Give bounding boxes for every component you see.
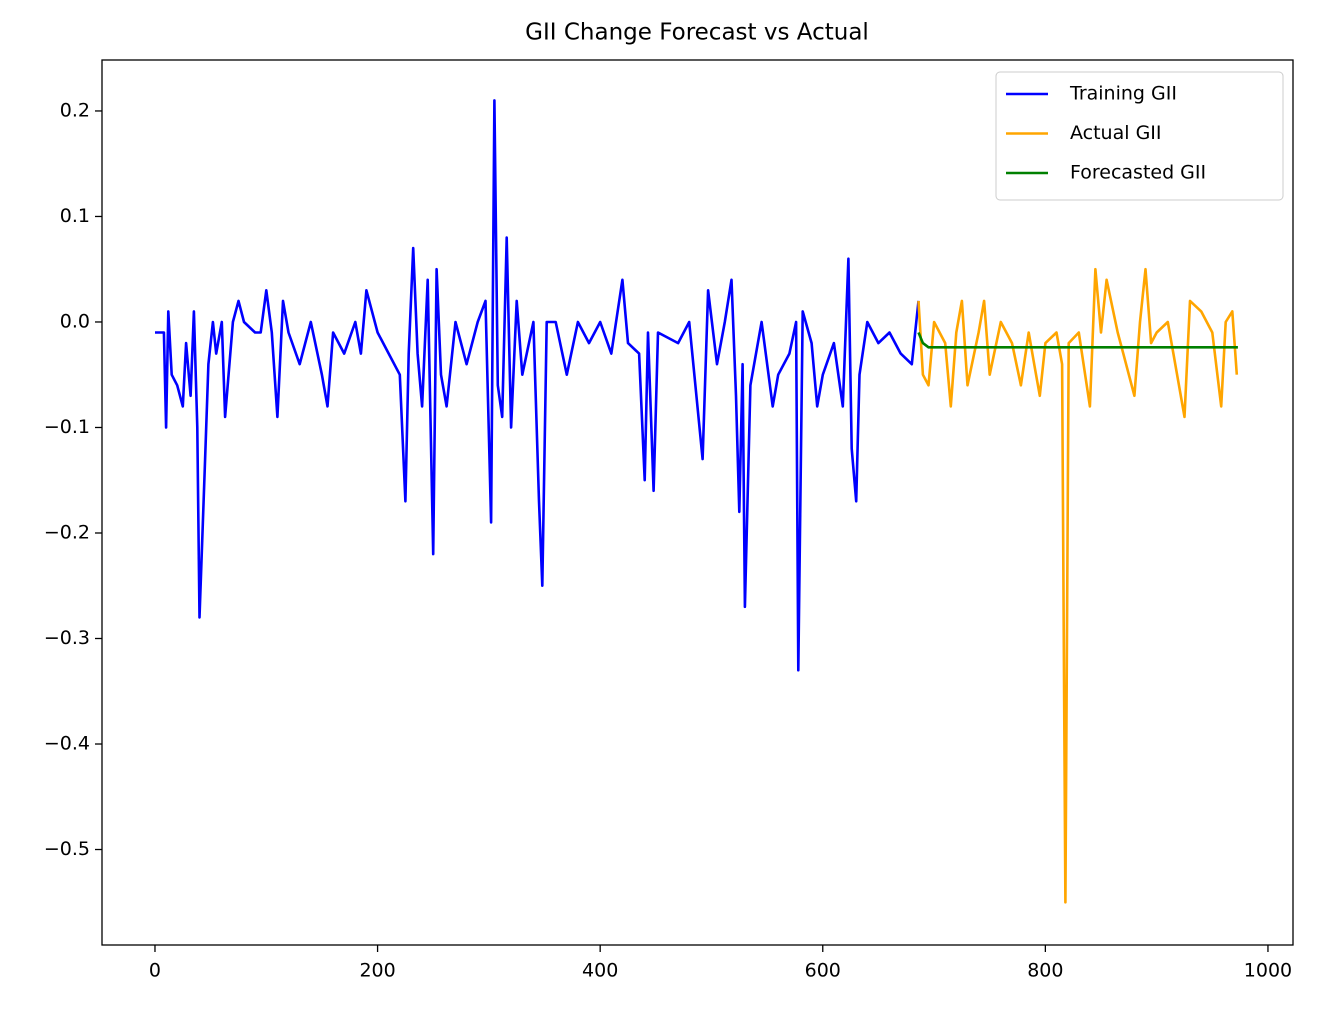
legend-label: Training GII (1069, 83, 1177, 105)
y-tick-label: 0.0 (60, 310, 90, 332)
x-tick-label: 800 (1027, 960, 1063, 982)
x-tick-label: 400 (582, 960, 618, 982)
y-tick-label: −0.4 (44, 733, 90, 755)
x-tick-label: 200 (359, 960, 395, 982)
x-tick-label: 0 (149, 960, 161, 982)
x-tick-label: 600 (805, 960, 841, 982)
x-tick-label: 1000 (1244, 960, 1292, 982)
plot-frame (101, 59, 1294, 946)
chart-title: GII Change Forecast vs Actual (525, 20, 869, 46)
y-tick-label: 0.1 (60, 205, 90, 227)
y-tick-label: −0.2 (44, 521, 90, 543)
y-tick-label: −0.5 (44, 838, 90, 860)
legend-label: Forecasted GII (1070, 162, 1206, 184)
legend-label: Actual GII (1070, 122, 1162, 144)
series-line (155, 99, 920, 672)
y-tick-label: −0.3 (44, 627, 90, 649)
legend-box (995, 71, 1284, 201)
series-line (917, 332, 1238, 349)
y-tick-label: 0.2 (60, 99, 90, 121)
series-line (917, 267, 1239, 904)
y-tick-label: −0.1 (44, 416, 90, 438)
